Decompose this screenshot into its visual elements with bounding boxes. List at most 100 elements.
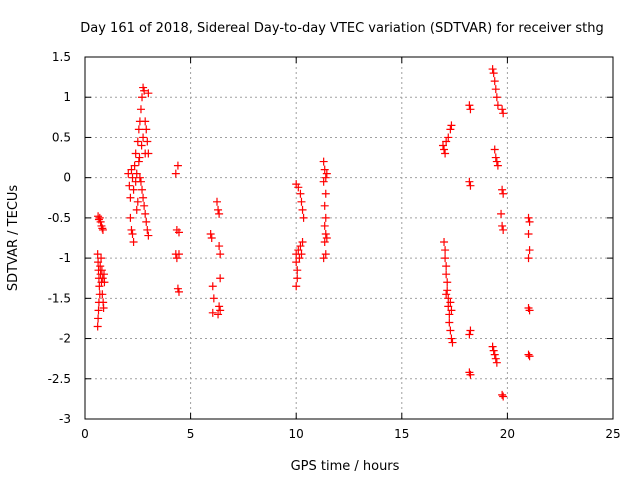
- data-point: [131, 177, 140, 186]
- data-point: [139, 193, 148, 202]
- data-point: [126, 193, 135, 202]
- data-point: [173, 161, 182, 170]
- x-tick-label: 0: [81, 427, 89, 441]
- data-point: [445, 310, 454, 319]
- data-point: [320, 201, 329, 210]
- data-point: [491, 153, 500, 162]
- data-point: [444, 302, 453, 311]
- y-tick-label: -0.5: [48, 211, 71, 225]
- data-point: [172, 254, 181, 263]
- data-point: [466, 105, 475, 114]
- x-tick-label: 15: [394, 427, 409, 441]
- data-point: [174, 287, 183, 296]
- data-point: [466, 326, 475, 335]
- data-point: [448, 338, 457, 347]
- axis-ticks: 0 5 10 15 20 25 -3 -2.5 -2 -1.5 -1 -0.5 0 0.5 1 1.5: [48, 50, 621, 441]
- data-point: [440, 238, 449, 247]
- data-point: [215, 209, 224, 218]
- data-point: [498, 185, 507, 194]
- data-point: [95, 213, 104, 222]
- data-point: [96, 217, 105, 226]
- data-point: [97, 254, 106, 263]
- data-point: [141, 149, 150, 158]
- y-tick-label: -3: [59, 412, 71, 426]
- data-point: [489, 346, 498, 355]
- y-tick-label: 1.5: [52, 50, 71, 64]
- data-point: [442, 270, 451, 279]
- data-point: [499, 189, 508, 198]
- y-tick-label: -2: [59, 332, 71, 346]
- data-point: [131, 149, 140, 158]
- data-point: [213, 197, 221, 206]
- data-point: [320, 238, 329, 247]
- data-point: [296, 189, 305, 198]
- data-point: [293, 266, 302, 275]
- data-point: [492, 93, 501, 102]
- data-point: [525, 306, 534, 315]
- data-point: [132, 205, 141, 214]
- data-point: [465, 330, 474, 339]
- data-point: [493, 161, 502, 170]
- data-point: [94, 258, 103, 267]
- data-point: [143, 137, 152, 146]
- data-point: [499, 109, 508, 118]
- data-point: [97, 266, 106, 275]
- data-point: [321, 189, 330, 198]
- data-point: [216, 274, 225, 283]
- data-point: [134, 157, 143, 166]
- data-point: [443, 278, 452, 287]
- data-point: [174, 250, 183, 259]
- data-point: [465, 101, 474, 110]
- data-point: [441, 149, 450, 158]
- data-point: [498, 105, 507, 114]
- data-point: [214, 205, 223, 214]
- data-point: [127, 225, 136, 234]
- x-axis-label: GPS time / hours: [291, 459, 400, 474]
- data-point: [292, 282, 301, 291]
- data-point: [492, 358, 501, 367]
- y-tick-label: -1.5: [48, 291, 71, 305]
- data-point: [446, 326, 455, 335]
- data-point: [442, 262, 451, 271]
- data-point: [446, 298, 455, 307]
- data-point: [207, 234, 216, 242]
- data-point: [466, 181, 475, 190]
- data-point: [444, 133, 453, 142]
- data-point: [216, 250, 225, 259]
- data-point: [499, 225, 508, 234]
- data-point: [209, 294, 218, 303]
- plot-frame: [84, 56, 614, 420]
- data-point: [215, 302, 224, 311]
- data-point: [93, 250, 102, 259]
- data-point: [465, 177, 474, 186]
- data-point: [296, 242, 305, 251]
- data-point: [321, 173, 330, 182]
- data-point: [100, 270, 109, 279]
- data-point: [322, 234, 331, 242]
- data-point: [216, 306, 225, 315]
- data-point: [319, 157, 328, 166]
- data-point: [95, 282, 104, 291]
- data-point: [140, 86, 149, 95]
- data-point: [98, 290, 107, 299]
- data-point: [94, 306, 103, 315]
- data-point: [143, 225, 152, 234]
- data-point: [94, 314, 103, 323]
- data-point: [320, 221, 329, 230]
- y-tick-label: 0: [63, 171, 71, 185]
- data-point: [140, 201, 149, 210]
- data-point: [171, 169, 180, 178]
- data-point: [128, 229, 137, 238]
- data-point: [295, 254, 304, 263]
- data-point: [320, 165, 329, 174]
- data-point: [93, 322, 102, 331]
- y-tick-label: -1: [59, 251, 71, 265]
- y-tick-label: -2.5: [48, 372, 71, 386]
- data-point: [99, 303, 108, 312]
- data-point: [298, 238, 307, 247]
- data-point: [215, 242, 224, 251]
- data-point: [322, 169, 331, 178]
- data-point: [297, 250, 306, 259]
- data-point: [444, 294, 453, 303]
- data-point: [525, 217, 534, 226]
